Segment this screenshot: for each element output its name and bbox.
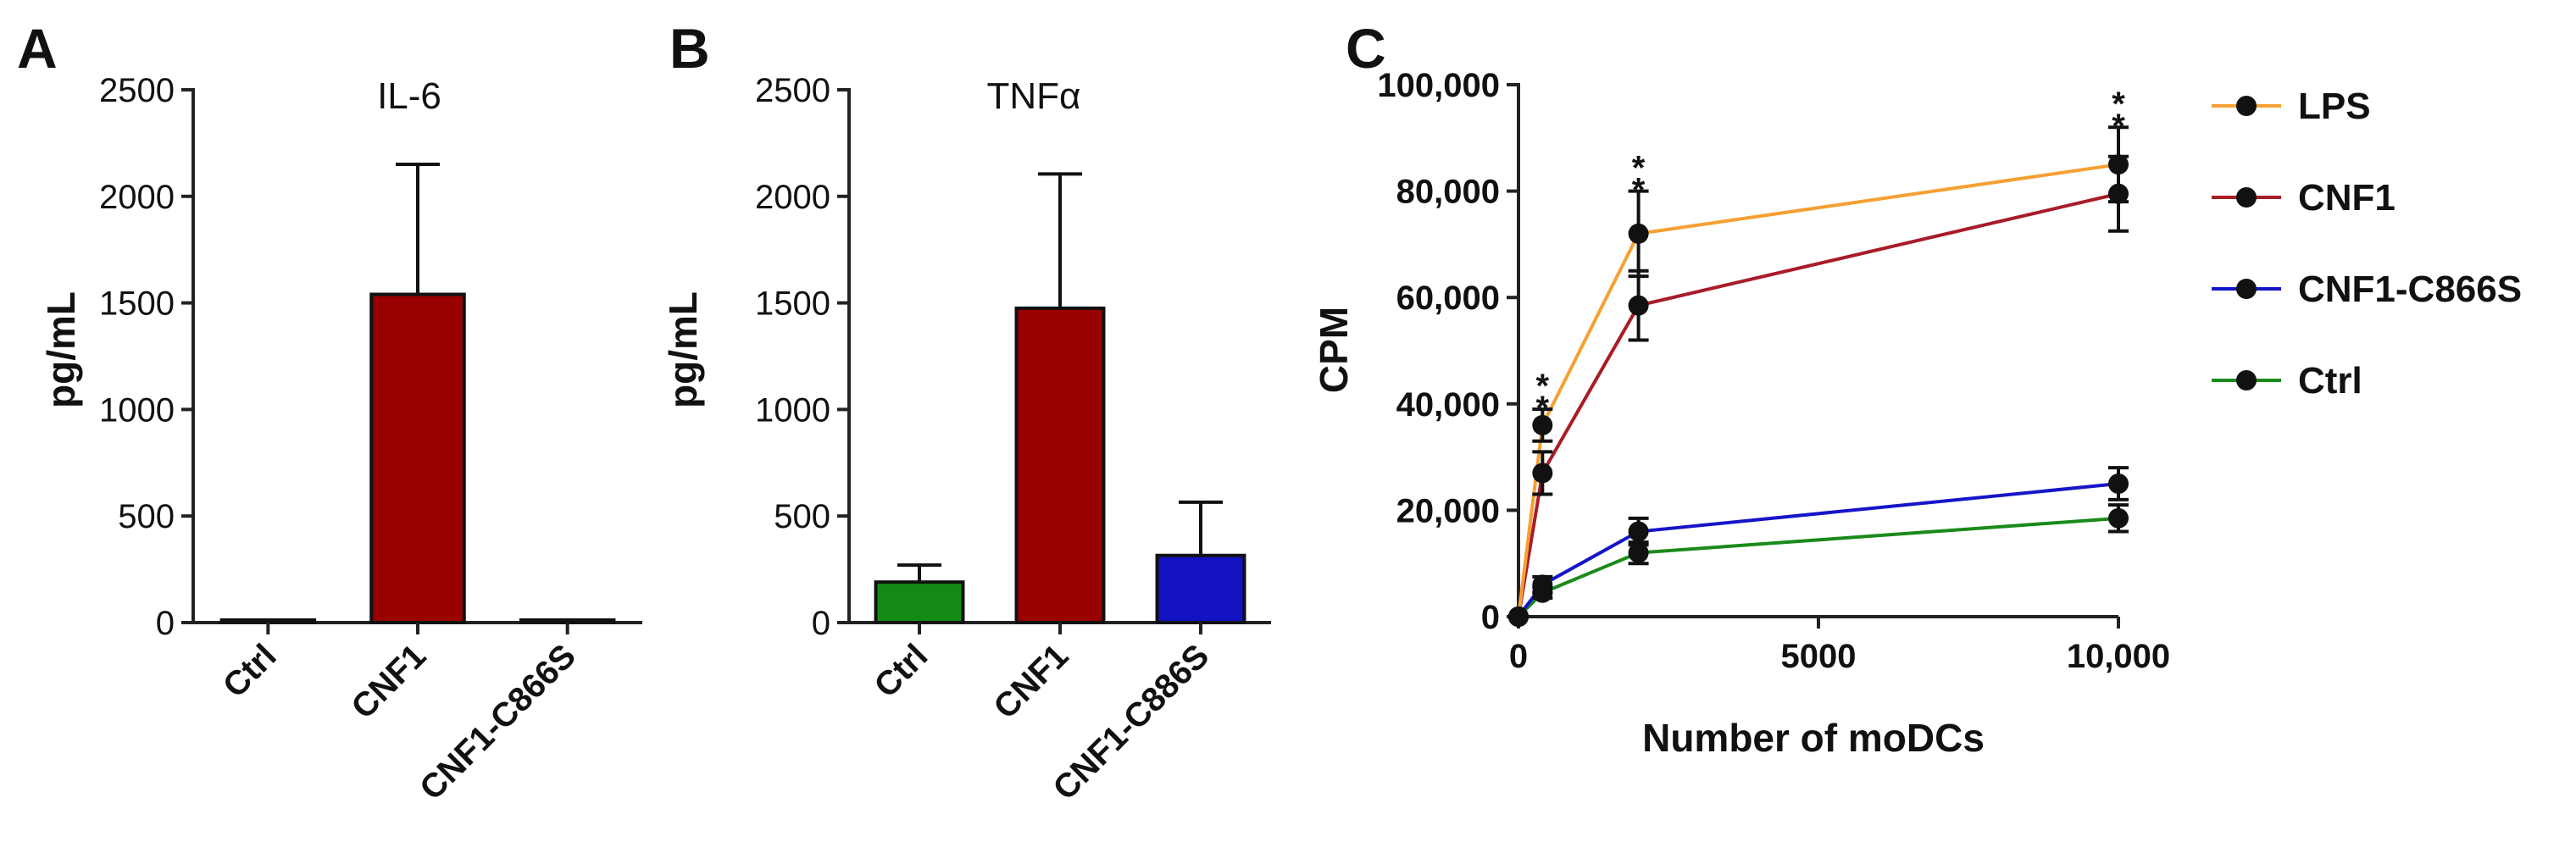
- panel-b-category-label: Ctrl: [868, 637, 935, 705]
- data-point-lps: [2108, 154, 2129, 175]
- panel-b-y-tick-label: 1500: [755, 285, 830, 323]
- panel-c-y-tick-label: 80,000: [1396, 174, 1500, 211]
- panel-a-y-tick-label: 2000: [99, 179, 175, 216]
- panel-a-y-tick-label: 500: [118, 498, 175, 535]
- panel-b-y-tick-label: 1000: [755, 391, 830, 429]
- legend-label-lps: LPS: [2298, 86, 2371, 127]
- panel-a-ylabel: pg/mL: [39, 291, 83, 408]
- panel-c-ylabel: CPM: [1312, 307, 1356, 393]
- panel-letter-a: A: [17, 17, 58, 80]
- significance-asterisk: *: [1632, 172, 1646, 209]
- data-point-cnf1-c866s: [1628, 521, 1649, 542]
- data-point-ctrl: [1628, 542, 1649, 563]
- panel-c-y-tick-label: 20,000: [1396, 492, 1500, 529]
- panel-a-title: IL-6: [377, 75, 441, 117]
- panel-c-y-tick-label: 0: [1481, 599, 1500, 636]
- legend-marker-ctrl: [2236, 370, 2257, 390]
- panel-a-category-label: CNF1: [344, 637, 433, 726]
- panel-letter-c: C: [1346, 17, 1386, 80]
- data-point-cnf1: [1628, 295, 1649, 316]
- panel-b-bar: [1014, 306, 1106, 624]
- panel-a-y-tick-label: 1500: [99, 285, 175, 323]
- panel-b-bar: [874, 580, 965, 624]
- panel-c-y-tick-label: 100,000: [1377, 67, 1500, 104]
- panel-letter-b: B: [669, 17, 710, 80]
- significance-asterisk: *: [1632, 150, 1646, 187]
- panel-b-bar: [1155, 553, 1246, 624]
- panel-b-title: TNFα: [987, 75, 1081, 117]
- panel-c-x-tick-label: 5000: [1781, 638, 1857, 675]
- panel-a-category-label: CNF1-C866S: [413, 637, 583, 807]
- significance-asterisk: *: [2112, 108, 2125, 145]
- panel-b-y-tick-label: 0: [812, 605, 830, 642]
- panel-b-category-label: CNF1: [986, 637, 1075, 726]
- data-point-ctrl: [2108, 507, 2129, 529]
- panel-c-x-tick-label: 0: [1509, 638, 1528, 675]
- legend-label-cnf1: CNF1: [2298, 177, 2396, 219]
- panel-c-y-tick-label: 40,000: [1396, 386, 1500, 424]
- panel-b-y-tick-label: 500: [774, 498, 830, 535]
- panel-a-y-tick-label: 2500: [99, 72, 175, 109]
- legend-marker-lps: [2236, 96, 2257, 116]
- significance-asterisk: *: [1536, 368, 1550, 405]
- legend-label-ctrl: Ctrl: [2298, 360, 2362, 402]
- data-point-cnf1: [1532, 462, 1553, 484]
- panel-a-bar: [519, 618, 616, 624]
- panel-c-y-tick-label: 60,000: [1396, 280, 1500, 317]
- panel-c-xlabel: Number of moDCs: [1642, 716, 1985, 760]
- legend-marker-cnf1-c866s: [2236, 279, 2257, 299]
- panel-b-y-tick-label: 2500: [755, 72, 830, 109]
- panel-a-y-tick-label: 1000: [99, 391, 175, 429]
- panel-a-bar: [219, 618, 317, 624]
- panel-b-y-tick-label: 2000: [755, 179, 830, 216]
- significance-asterisk: *: [2112, 86, 2125, 123]
- data-point-lps: [1532, 414, 1553, 435]
- series-line-lps: [1517, 163, 2119, 618]
- panel-b-ylabel: pg/mL: [661, 291, 705, 408]
- data-point-cnf1-c866s: [1532, 574, 1553, 595]
- series-line-ctrl: [1517, 516, 2119, 618]
- panel-c-x-tick-label: 10,000: [2067, 638, 2170, 675]
- data-point-cnf1-c866s: [2108, 474, 2129, 494]
- panel-a-y-tick-label: 0: [156, 605, 175, 642]
- legend-label-cnf1-c866s: CNF1-C866S: [2298, 269, 2522, 310]
- panel-a-category-label: Ctrl: [216, 637, 284, 705]
- significance-asterisk: *: [1536, 390, 1550, 427]
- data-point-lps: [1508, 606, 1529, 627]
- series-line-cnf1-c866s: [1517, 482, 2119, 618]
- series-line-cnf1: [1517, 191, 2119, 618]
- panel-a-bar: [369, 292, 466, 624]
- data-point-lps: [1628, 223, 1649, 244]
- legend-marker-cnf1: [2236, 187, 2257, 208]
